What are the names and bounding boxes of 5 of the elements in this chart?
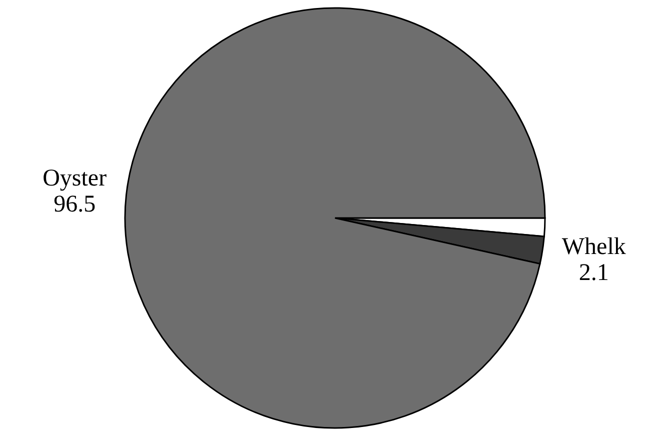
data-label: 2.1 [578, 260, 609, 286]
slice-label: Whelk [562, 234, 626, 260]
slice-label: Oyster [42, 165, 107, 192]
pie-slice [124, 7, 546, 428]
data-label: 96.5 [54, 191, 96, 218]
